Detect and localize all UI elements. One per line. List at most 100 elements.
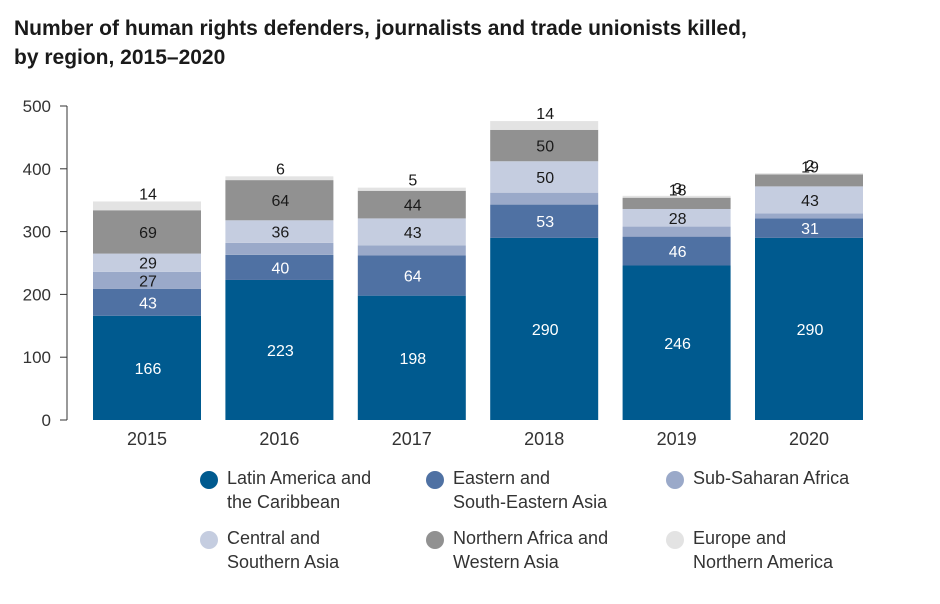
legend-label: Latin America and the Caribbean [227,466,417,514]
bar-segment [93,210,201,254]
legend-label-line: Sub-Saharan Africa [693,468,850,488]
legend-label: Northern Africa and Western Asia [453,526,643,574]
data-label: 69 [139,225,157,242]
data-label: 290 [532,322,559,339]
data-label: 14 [536,106,554,123]
bar-segment [622,265,731,420]
y-tick-label: 400 [23,160,51,179]
bar-segment [357,187,466,191]
bar-segment [490,237,599,420]
legend: Latin America and the Caribbean Eastern … [200,462,920,592]
bar-segment [357,245,466,256]
legend-item-central-asia: Central and Southern Asia [200,526,417,574]
bar-segment [357,295,466,420]
x-tick-label: 2018 [524,429,564,449]
chart-title: Number of human rights defenders, journa… [14,14,914,72]
bar-segment [755,173,863,175]
data-label: 43 [404,225,422,242]
data-label: 27 [139,273,157,290]
x-tick-label: 2017 [392,429,432,449]
legend-swatch [666,471,684,489]
data-label: 31 [801,221,819,238]
legend-swatch [666,531,684,549]
chart-title-line-2: by region, 2015–2020 [14,46,226,69]
bar-segment [755,174,863,187]
bar-segment [622,195,731,198]
data-label: 40 [272,260,290,277]
legend-label: Eastern and South-Eastern Asia [453,466,643,514]
x-tick-label: 2019 [657,429,697,449]
bar-segment [93,201,201,211]
y-tick-label: 100 [23,348,51,367]
bar-segment [622,226,731,237]
legend-label: Sub-Saharan Africa [693,466,883,490]
bar-segment [357,255,466,296]
y-tick-label: 0 [42,411,51,430]
data-label: 36 [272,225,290,242]
legend-label-line: Central and [227,528,321,548]
legend-label-line: Western Asia [453,552,559,572]
data-label: 6 [276,161,285,178]
x-tick-label: 2016 [259,429,299,449]
legend-label-line: Latin America and [227,468,372,488]
legend-label-line: Southern Asia [227,552,340,572]
legend-item-latin-america: Latin America and the Caribbean [200,466,417,514]
data-label: 18 [669,183,687,200]
data-label: 2 [806,158,815,175]
bar-segment [357,218,466,246]
bar-segment [755,186,863,214]
legend-label-line: Northern Africa and [453,528,609,548]
data-label: 166 [135,361,162,378]
legend-swatch [426,471,444,489]
bar-segment [622,236,731,266]
bar-segment [490,129,599,162]
legend-swatch [200,471,218,489]
bar-segment [490,192,599,205]
bar-segment [490,161,599,193]
bar-segment [93,271,201,289]
y-tick-label: 200 [23,285,51,304]
bar-segment [225,220,334,243]
legend-label-line: Northern America [693,552,834,572]
bar-segment [755,218,863,238]
data-label: 3 [673,181,682,198]
data-label: 28 [669,211,687,228]
x-axis: 2015 2016 2017 2018 2019 2020 [127,429,829,449]
data-label: 43 [139,295,157,312]
legend-label-line: South-Eastern Asia [453,492,608,512]
y-tick-label: 500 [23,97,51,116]
y-tick-label: 300 [23,223,51,242]
data-label: 64 [404,269,422,286]
legend-item-sub-saharan-africa: Sub-Saharan Africa [666,466,883,490]
bar-segment [490,204,599,238]
bar-segment [755,213,863,219]
data-label: 198 [399,351,426,368]
legend-label-line: the Caribbean [227,492,341,512]
data-label: 19 [801,159,819,176]
data-label: 29 [139,256,157,273]
bar-segment [225,254,334,280]
bars: 1664327296914223401936646198641643445290… [93,106,863,420]
data-label: 14 [139,186,157,203]
legend-swatch [200,531,218,549]
bar-segment [225,180,334,221]
data-label: 46 [669,244,687,261]
bar-segment [93,315,201,420]
legend-label: Central and Southern Asia [227,526,417,574]
data-label: 50 [536,170,554,187]
data-label: 5 [408,173,417,190]
legend-item-europe: Europe and Northern America [666,526,883,574]
bar-segment [490,121,599,130]
x-tick-label: 2020 [789,429,829,449]
bar-segment [755,237,863,420]
bar-segment [225,279,334,420]
legend-item-northern-africa: Northern Africa and Western Asia [426,526,643,574]
data-label: 53 [536,214,554,231]
data-label: 44 [404,198,422,215]
chart-title-line-1: Number of human rights defenders, journa… [14,17,747,40]
bar-segment [622,208,731,227]
bar-segment [622,197,731,209]
bar-segment [93,288,201,316]
data-label: 246 [664,336,691,353]
